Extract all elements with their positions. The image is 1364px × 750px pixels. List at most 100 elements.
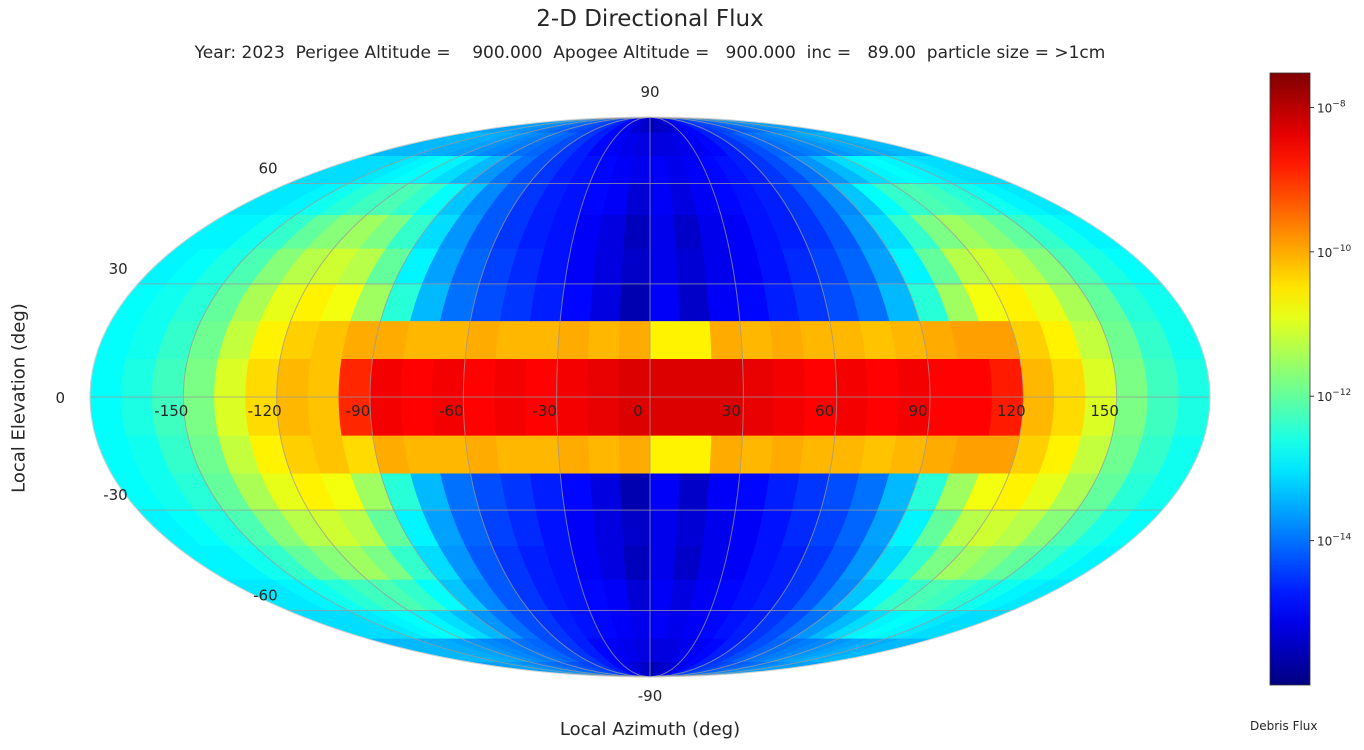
heatmap-cell bbox=[626, 579, 651, 611]
heatmap-cell bbox=[120, 358, 158, 398]
heatmap-cell bbox=[711, 358, 744, 398]
colorbar-tick-base: 10 bbox=[1317, 246, 1332, 260]
y-tick-label: 30 bbox=[109, 260, 128, 278]
heatmap-cell bbox=[526, 435, 561, 474]
heatmap-cell bbox=[649, 579, 674, 611]
heatmap-cell bbox=[865, 358, 900, 398]
heatmap-cell bbox=[649, 472, 681, 511]
x-tick-label: 60 bbox=[815, 402, 834, 420]
heatmap-cell bbox=[772, 396, 806, 436]
heatmap-cell bbox=[463, 396, 497, 436]
x-tick-label: 120 bbox=[997, 402, 1026, 420]
heatmap-cell bbox=[623, 545, 651, 580]
heatmap-cell bbox=[769, 435, 805, 474]
heatmap-cells bbox=[89, 116, 1211, 678]
heatmap-cell bbox=[529, 283, 565, 322]
heatmap-cell bbox=[183, 396, 219, 436]
heatmap-cell bbox=[463, 358, 497, 398]
heatmap-cell bbox=[588, 320, 621, 359]
heatmap-cell bbox=[557, 435, 591, 474]
heatmap-cell bbox=[431, 358, 466, 398]
colorbar-tick-label: 10−12 bbox=[1317, 388, 1351, 404]
heatmap-cell bbox=[556, 396, 589, 436]
heatmap-cell bbox=[618, 320, 651, 359]
x-tick-label: -150 bbox=[154, 402, 188, 420]
heatmap-cell bbox=[433, 435, 471, 474]
heatmap-cell bbox=[433, 320, 471, 359]
heatmap-cell bbox=[739, 435, 774, 474]
colorbar-tick-exponent: −8 bbox=[1332, 99, 1346, 109]
heatmap-cell bbox=[649, 396, 682, 436]
heatmap-cell bbox=[678, 472, 711, 511]
heatmap-cell bbox=[307, 396, 343, 436]
x-tick-label: 150 bbox=[1090, 402, 1119, 420]
map-outline bbox=[89, 116, 1211, 678]
heatmap-cell bbox=[649, 283, 681, 322]
heatmap-cell bbox=[829, 320, 867, 359]
grid-lines bbox=[90, 116, 1210, 678]
heatmap-cell bbox=[676, 509, 708, 546]
heatmap-cell bbox=[1173, 358, 1211, 398]
heatmap-cell bbox=[649, 545, 677, 580]
heatmap-cell bbox=[183, 358, 219, 398]
heatmap-cell bbox=[1111, 358, 1149, 398]
heatmap-cell bbox=[559, 283, 594, 322]
heatmap-cell bbox=[678, 283, 711, 322]
heatmap-cell bbox=[214, 396, 250, 436]
heatmap-cell bbox=[369, 396, 404, 436]
heatmap-cell bbox=[464, 435, 501, 474]
colorbar-label: Debris Flux bbox=[1250, 719, 1318, 733]
heatmap-cell bbox=[592, 509, 624, 546]
heatmap-cell bbox=[834, 358, 869, 398]
x-tick-label: 30 bbox=[722, 402, 741, 420]
heatmap-cell bbox=[988, 358, 1024, 398]
colorbar-tick-base: 10 bbox=[1317, 390, 1332, 404]
heatmap-cell bbox=[214, 358, 250, 398]
y-tick-label: -30 bbox=[103, 486, 128, 504]
heatmap-cell bbox=[618, 435, 651, 474]
chart-subtitle: Year: 2023 Perigee Altitude = 900.000 Ap… bbox=[194, 43, 1106, 63]
heatmap-cell bbox=[927, 396, 962, 436]
heatmap-cell bbox=[799, 435, 836, 474]
heatmap-cell bbox=[1019, 358, 1055, 398]
heatmap-cell bbox=[709, 320, 743, 359]
heatmap-cell bbox=[89, 358, 127, 398]
heatmap-cell bbox=[626, 183, 651, 215]
colorbar-tick-exponent: −10 bbox=[1332, 244, 1351, 254]
y-tick-label: 90 bbox=[640, 83, 659, 101]
heatmap-cell bbox=[526, 320, 561, 359]
heatmap-cell bbox=[706, 283, 741, 322]
heatmap-cell bbox=[276, 358, 312, 398]
y-tick-label: 0 bbox=[55, 389, 65, 407]
heatmap-cell bbox=[596, 214, 627, 249]
y-axis-label: Local Elevation (deg) bbox=[8, 303, 30, 493]
heatmap-cell bbox=[525, 358, 558, 398]
heatmap-cell bbox=[559, 472, 594, 511]
heatmap-cell bbox=[649, 214, 677, 249]
heatmap-cell bbox=[706, 472, 741, 511]
heatmap-cell bbox=[679, 320, 712, 359]
heatmap-cell bbox=[588, 435, 621, 474]
heatmap-cell bbox=[1173, 396, 1211, 436]
heatmap-cell bbox=[400, 396, 435, 436]
heatmap-cell bbox=[557, 320, 591, 359]
heatmap-cell bbox=[649, 509, 679, 546]
heatmap-cell bbox=[680, 358, 713, 398]
heatmap-cell bbox=[649, 320, 682, 359]
chart-title: 2-D Directional Flux bbox=[536, 6, 764, 32]
colorbar-tick-base: 10 bbox=[1317, 535, 1332, 549]
heatmap-cell bbox=[245, 358, 281, 398]
heatmap-cell bbox=[649, 183, 674, 215]
heatmap-cell bbox=[618, 358, 651, 398]
heatmap-cell bbox=[619, 472, 651, 511]
heatmap-cell bbox=[589, 472, 622, 511]
heatmap-cell bbox=[865, 396, 900, 436]
heatmap-cell bbox=[739, 320, 774, 359]
heatmap-cell bbox=[680, 396, 713, 436]
x-tick-label: -90 bbox=[346, 402, 371, 420]
colorbar-gradient bbox=[1269, 72, 1311, 686]
heatmap-cell bbox=[529, 472, 565, 511]
heatmap-cell bbox=[120, 396, 158, 436]
heatmap-cell bbox=[494, 358, 528, 398]
heatmap-cell bbox=[1050, 396, 1086, 436]
